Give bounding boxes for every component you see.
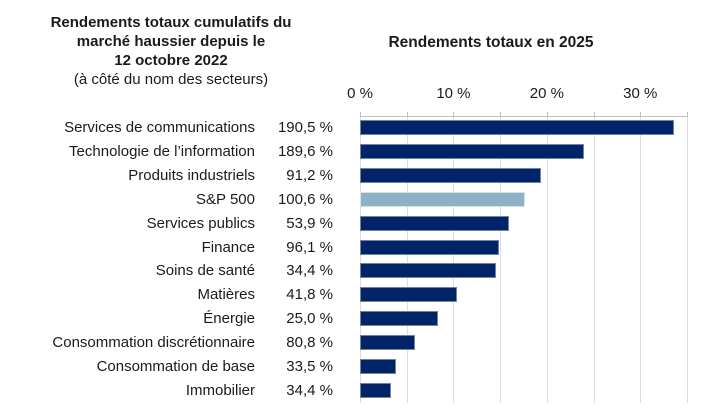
x-tick-label-20: 20 % [529,85,564,102]
bar-track [360,382,687,398]
sector-label: Énergie [203,310,255,328]
sector-row: Immobilier 34,4 % [0,378,687,402]
plot-area [360,112,688,403]
bar-track [360,263,687,279]
sector-label: Consommation de base [96,357,255,375]
axis-tick [546,112,548,117]
sector-label: Immobilier [185,381,255,399]
sector-cumulative-return: 190,5 % [277,119,333,137]
sector-row: Services de communications 190,5 % [0,116,687,140]
sector-cumulative-return: 96,1 % [286,238,333,256]
sector-cumulative-return: 33,5 % [286,357,333,375]
gridline [687,117,688,403]
gridline [640,117,642,403]
axis-tick [360,112,361,117]
sector-row: Soins de santé 34,4 % [0,259,687,283]
sector-row: Produits industriels 91,2 % [0,164,687,188]
gridline [453,117,455,403]
sector-bar [360,168,542,184]
sector-bar [360,263,497,279]
sector-cumulative-return: 25,0 % [286,310,333,328]
gridline [593,117,595,403]
bar-track [360,287,687,303]
chart-title: Rendements totaux en 2025 [388,34,594,51]
sector-bar [360,358,397,374]
gridline [500,117,502,403]
x-tick-label-30: 30 % [623,85,658,102]
sector-bar [360,120,674,136]
bar-rows: Services de communications 190,5 % Techn… [0,116,687,402]
sector-label: Finance [201,238,255,256]
bar-track [360,191,687,207]
sector-label: Services de communications [64,119,255,137]
sector-label: Services publics [146,214,255,232]
sector-bar [360,382,391,398]
sector-bar [360,144,585,160]
x-axis-tick-labels: 0 % 10 % 20 % 30 % [347,85,687,103]
sector-bar [360,239,500,255]
left-title-line-2: marché haussier depuis le [76,33,266,50]
sector-cumulative-return: 80,8 % [286,333,333,351]
sector-label: Consommation discrétionnaire [52,333,255,351]
axis-tick [593,112,595,117]
bar-track [360,311,687,327]
sector-label: Soins de santé [155,262,255,280]
sector-cumulative-return: 34,4 % [286,262,333,280]
bar-track [360,120,687,136]
bar-track [360,334,687,350]
gridline [546,117,548,403]
sector-cumulative-return: 91,2 % [286,167,333,185]
sector-label: Produits industriels [128,167,255,185]
sector-cumulative-return: 34,4 % [286,381,333,399]
sector-row: Services publics 53,9 % [0,211,687,235]
left-title-line-3: 12 octobre 2022 [114,52,228,69]
sector-label: Technologie de l’information [69,143,255,161]
axis-tick [640,112,642,117]
sector-row: Finance 96,1 % [0,235,687,259]
axis-tick [687,112,688,117]
sector-cumulative-return: 189,6 % [277,143,333,161]
gridline [406,117,408,403]
sector-row: Énergie 25,0 % [0,307,687,331]
sector-cumulative-return: 41,8 % [286,286,333,304]
bar-track [360,239,687,255]
bar-track [360,358,687,374]
x-tick-label-10: 10 % [436,85,471,102]
sector-label: S&P 500 [196,190,255,208]
sector-bar [360,215,510,231]
sector-row: Matières 41,8 % [0,283,687,307]
bar-track [360,144,687,160]
axis-tick [453,112,455,117]
sector-label: Matières [197,286,255,304]
sector-bar [360,287,458,303]
bar-track [360,168,687,184]
axis-tick [406,112,408,117]
bar-track [360,215,687,231]
sector-bar-sp500-highlight [360,191,526,207]
sector-cumulative-return: 100,6 % [277,190,333,208]
sector-bar [360,311,438,327]
left-title: Rendements totaux cumulatifs du marché h… [8,13,334,89]
left-title-subnote: (à côté du nom des secteurs) [73,71,269,88]
sector-bar [360,334,416,350]
x-tick-label-0: 0 % [347,85,373,102]
sector-row: Consommation discrétionnaire 80,8 % [0,330,687,354]
gridline [360,117,361,403]
sector-row: Technologie de l’information 189,6 % [0,140,687,164]
left-title-line-1: Rendements totaux cumulatifs du [50,14,292,31]
axis-tick [500,112,502,117]
sector-row: S&P 500 100,6 % [0,187,687,211]
sector-cumulative-return: 53,9 % [286,214,333,232]
sector-row: Consommation de base 33,5 % [0,354,687,378]
